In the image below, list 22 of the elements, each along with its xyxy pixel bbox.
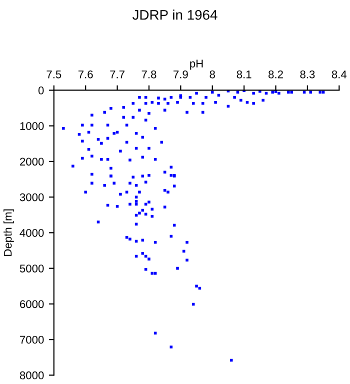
x-axis-title: pH [190,60,203,70]
y-tick-label: 5000 [20,264,44,272]
x-tick-label: 8.4 [332,70,347,78]
y-tick-label: 7000 [20,336,44,344]
x-tick-label: 8.3 [300,70,315,78]
x-tick-label: 8.1 [236,70,252,78]
x-tick-label: 8 [210,70,215,78]
x-tick-label: 7.8 [142,70,156,78]
x-tick-label: 7.6 [78,70,93,78]
y-tick-label: 0 [38,86,44,94]
y-tick-label: 4000 [20,228,44,237]
x-tick-label: 7.7 [110,70,124,78]
x-tick-label: 7.9 [174,70,188,78]
x-tick-label: 8.2 [268,70,283,78]
y-tick-label: 8000 [20,371,44,380]
chart-title: JDRP in 1964 [132,10,218,20]
y-tick-label: 2000 [20,158,44,166]
x-tick-label: 7.5 [46,70,62,78]
y-axis-title: Depth [m] [4,209,14,256]
y-tick-label: 6000 [20,300,44,308]
y-tick-label: 1000 [20,122,44,130]
y-tick-label: 3000 [20,193,44,202]
